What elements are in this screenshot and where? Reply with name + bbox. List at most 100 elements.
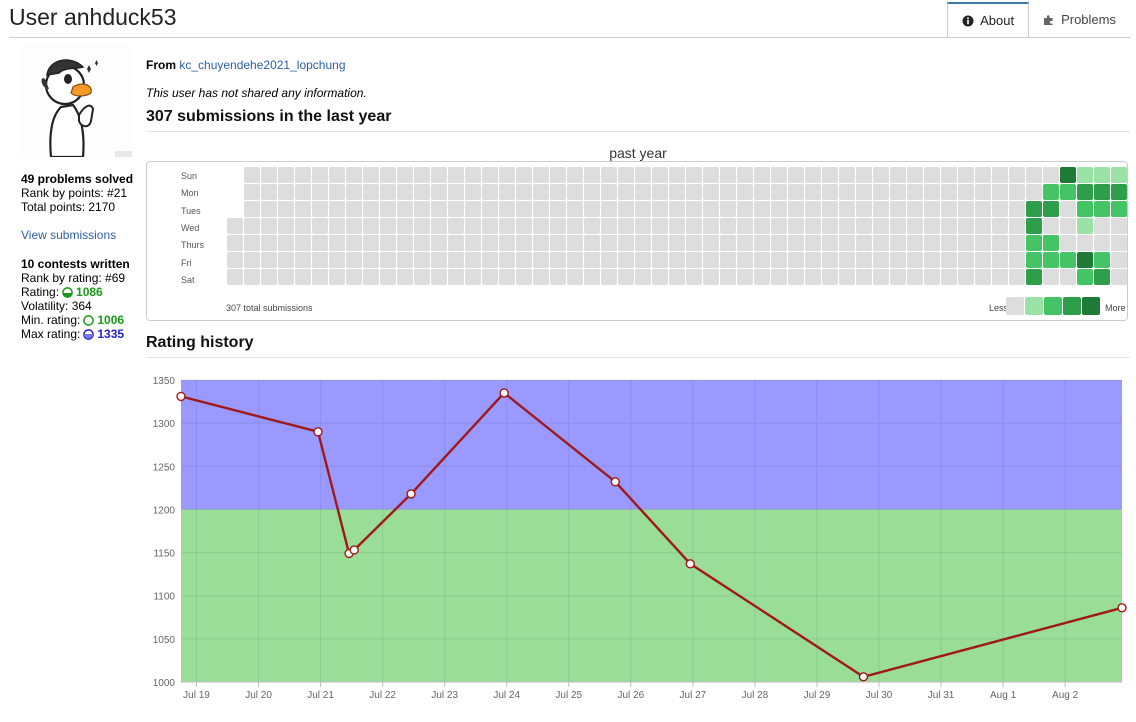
heatmap-cell <box>737 235 753 251</box>
heatmap-cell <box>839 167 855 183</box>
rating-label: Rating: <box>21 285 60 299</box>
heatmap-cell <box>312 235 328 251</box>
heatmap-cell <box>737 201 753 217</box>
heatmap-cell <box>771 201 787 217</box>
heatmap-cell <box>482 235 498 251</box>
heatmap-cell <box>1026 167 1042 183</box>
heatmap-cell <box>720 269 736 285</box>
heatmap-cell <box>1043 218 1059 234</box>
heatmap-cell <box>703 235 719 251</box>
heatmap-cell <box>584 167 600 183</box>
heatmap-cell <box>754 252 770 268</box>
heatmap-cell <box>312 269 328 285</box>
heatmap-cell <box>1060 235 1076 251</box>
y-tick-label: 1300 <box>153 419 176 430</box>
heatmap-cell <box>754 201 770 217</box>
max-rating-row: Max rating: 1335 <box>21 327 136 341</box>
rating-history-heading: Rating history <box>146 334 254 351</box>
heatmap-cell <box>397 201 413 217</box>
heatmap-cell <box>992 252 1008 268</box>
heatmap-cell <box>992 218 1008 234</box>
heatmap-cell <box>482 201 498 217</box>
heatmap-cell <box>244 184 260 200</box>
x-tick-label: Jul 26 <box>617 690 644 701</box>
heatmap-cell <box>567 201 583 217</box>
rating-point <box>610 477 621 487</box>
heatmap-cell <box>907 184 923 200</box>
heatmap-cell <box>414 235 430 251</box>
heatmap-cell <box>992 269 1008 285</box>
heatmap-cell <box>805 235 821 251</box>
heatmap-cell <box>533 167 549 183</box>
heatmap-caption: past year <box>609 145 667 161</box>
heatmap-cell <box>1043 167 1059 183</box>
heatmap-cell <box>924 269 940 285</box>
heatmap-cell <box>924 184 940 200</box>
heatmap-cell <box>669 269 685 285</box>
heatmap-cell <box>1043 235 1059 251</box>
heatmap-cell <box>635 252 651 268</box>
min-rating-label: Min. rating: <box>21 313 81 327</box>
heatmap-cell <box>788 235 804 251</box>
rating-band <box>181 509 1122 682</box>
heatmap-cell <box>567 269 583 285</box>
heatmap-cell <box>992 235 1008 251</box>
heatmap-cell <box>805 269 821 285</box>
heatmap-cell <box>737 252 753 268</box>
heatmap-cell <box>873 218 889 234</box>
heatmap-cell <box>261 218 277 234</box>
tab-problems[interactable]: Problems <box>1029 2 1130 37</box>
heatmap-cell <box>1094 201 1110 217</box>
heatmap-cell <box>941 235 957 251</box>
heatmap-cell <box>465 167 481 183</box>
heatmap-cell <box>1077 201 1093 217</box>
organization-link[interactable]: kc_chuyendehe2021_lopchung <box>179 58 346 72</box>
contest-stats: 10 contests written Rank by rating: #69 … <box>21 257 136 341</box>
heatmap-cell <box>822 184 838 200</box>
heatmap-cell <box>737 269 753 285</box>
heatmap-legend-swatch <box>1063 297 1081 315</box>
heatmap-cell <box>992 167 1008 183</box>
x-tick-label: Aug 1 <box>990 690 1017 701</box>
heatmap-cell <box>431 252 447 268</box>
heatmap-cell <box>431 218 447 234</box>
x-tick-label: Jul 25 <box>555 690 582 701</box>
heatmap-cell <box>414 201 430 217</box>
heatmap-cell <box>278 167 294 183</box>
heatmap-cell <box>516 252 532 268</box>
heatmap-cell <box>890 252 906 268</box>
heatmap-cell <box>499 184 515 200</box>
heatmap-cell <box>788 252 804 268</box>
heatmap-cell <box>941 167 957 183</box>
heatmap-cell <box>516 184 532 200</box>
heatmap-cell <box>278 184 294 200</box>
profile-tabs: About Problems <box>947 2 1130 38</box>
heatmap-cell <box>312 184 328 200</box>
heatmap-cell <box>1026 184 1042 200</box>
min-rating-circle-icon <box>83 314 95 326</box>
heatmap-cell <box>1094 252 1110 268</box>
heatmap-cell <box>958 252 974 268</box>
heatmap-cell <box>958 201 974 217</box>
heatmap-cell <box>1009 184 1025 200</box>
heatmap-cell <box>652 235 668 251</box>
tab-about[interactable]: About <box>947 2 1030 38</box>
heatmap-cell <box>652 269 668 285</box>
heatmap-cell <box>822 167 838 183</box>
heatmap-cell <box>312 252 328 268</box>
heatmap-cell <box>1060 269 1076 285</box>
heatmap-cell <box>1026 269 1042 285</box>
heatmap-cell <box>924 167 940 183</box>
total-submissions-text: 307 total submissions <box>226 303 313 313</box>
rating-point <box>1117 603 1127 613</box>
heatmap-cell <box>941 252 957 268</box>
heatmap-cell <box>244 235 260 251</box>
heatmap-cell <box>431 269 447 285</box>
heatmap-cell <box>788 269 804 285</box>
heatmap-cell <box>1077 184 1093 200</box>
view-submissions-link[interactable]: View submissions <box>21 228 117 242</box>
heatmap-cell <box>975 269 991 285</box>
heatmap-cell <box>312 167 328 183</box>
heatmap-cell <box>244 201 260 217</box>
heatmap-cell <box>856 218 872 234</box>
